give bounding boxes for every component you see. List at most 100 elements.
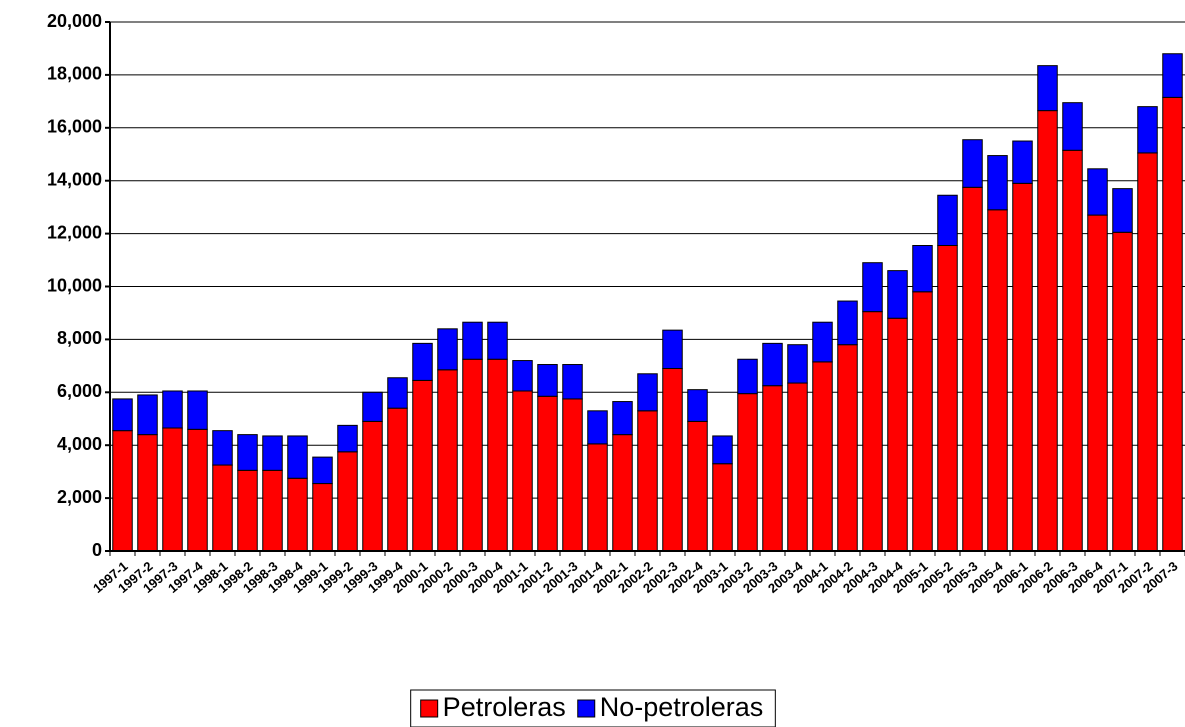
- bar-segment: [412, 379, 433, 552]
- bar-segment: [337, 424, 358, 453]
- bar-segment: [1037, 65, 1058, 112]
- bar-segment: [812, 361, 833, 552]
- bar-segment: [762, 342, 783, 387]
- bar-segment: [562, 364, 583, 400]
- bar-segment: [937, 194, 958, 247]
- bar-segment: [837, 344, 858, 552]
- legend-label: No-petroleras: [600, 692, 764, 722]
- bar-segment: [387, 407, 408, 552]
- bar-segment: [812, 321, 833, 363]
- y-tick-label: 18,000: [47, 64, 102, 84]
- bar-segment: [787, 344, 808, 384]
- y-tick-label: 10,000: [47, 275, 102, 295]
- bar-segment: [1012, 182, 1033, 552]
- bar-segment: [437, 369, 458, 552]
- bar-segment: [637, 373, 658, 412]
- bar-segment: [562, 398, 583, 552]
- bar-segment: [1162, 96, 1183, 552]
- legend-swatch: [420, 699, 439, 718]
- bar-segment: [487, 321, 508, 360]
- bar-segment: [712, 435, 733, 465]
- bar-segment: [887, 270, 908, 319]
- bar-segment: [262, 435, 283, 471]
- bar-segment: [512, 360, 533, 392]
- bar-segment: [612, 401, 633, 436]
- y-tick-label: 14,000: [47, 169, 102, 189]
- y-tick-label: 2,000: [57, 487, 102, 507]
- bar-segment: [137, 394, 158, 436]
- bar-segment: [787, 382, 808, 552]
- bar-segment: [962, 139, 983, 188]
- bar-segment: [212, 430, 233, 466]
- bar-segment: [462, 321, 483, 360]
- bar-segment: [287, 435, 308, 479]
- bar-segment: [537, 395, 558, 552]
- y-tick-label: 4,000: [57, 434, 102, 454]
- y-tick-label: 0: [92, 540, 102, 560]
- bar-segment: [962, 186, 983, 552]
- bar-segment: [262, 469, 283, 552]
- bar-segment: [987, 209, 1008, 552]
- y-tick-label: 12,000: [47, 222, 102, 242]
- bar-segment: [362, 420, 383, 552]
- bar-segment: [137, 434, 158, 552]
- bar-segment: [1062, 102, 1083, 151]
- bar-segment: [537, 364, 558, 397]
- bar-segment: [512, 390, 533, 552]
- bar-segment: [1087, 214, 1108, 552]
- legend-swatch: [577, 699, 596, 718]
- bar-segment: [912, 291, 933, 552]
- bar-segment: [912, 245, 933, 293]
- bar-segment: [712, 463, 733, 552]
- bar-segment: [1137, 152, 1158, 552]
- bar-segment: [1137, 106, 1158, 154]
- bar-segment: [862, 311, 883, 552]
- bar-segment: [837, 300, 858, 346]
- bar-segment: [737, 358, 758, 395]
- bar-segment: [237, 469, 258, 552]
- y-tick-label: 8,000: [57, 328, 102, 348]
- bar-segment: [612, 434, 633, 552]
- bar-segment: [1112, 231, 1133, 552]
- bar-segment: [887, 317, 908, 552]
- bar-segment: [587, 443, 608, 552]
- bar-segment: [1012, 140, 1033, 184]
- y-tick-label: 16,000: [47, 117, 102, 137]
- bar-segment: [312, 456, 333, 485]
- y-tick-label: 20,000: [47, 11, 102, 31]
- bar-segment: [1037, 110, 1058, 552]
- bar-segment: [937, 245, 958, 552]
- bar-segment: [287, 477, 308, 552]
- bar-segment: [412, 342, 433, 381]
- bar-segment: [737, 393, 758, 552]
- bar-segment: [1112, 188, 1133, 233]
- bar-segment: [237, 434, 258, 471]
- bar-segment: [1062, 149, 1083, 552]
- bar-segment: [662, 367, 683, 552]
- bar-segment: [487, 358, 508, 552]
- bar-segment: [337, 451, 358, 552]
- bar-segment: [1162, 53, 1183, 98]
- bar-segment: [387, 377, 408, 409]
- bar-segment: [187, 428, 208, 552]
- y-tick-label: 6,000: [57, 381, 102, 401]
- bar-segment: [212, 464, 233, 552]
- bar-segment: [112, 398, 133, 432]
- bar-segment: [362, 391, 383, 422]
- bar-segment: [162, 390, 183, 429]
- bar-segment: [662, 329, 683, 369]
- bar-segment: [1087, 168, 1108, 216]
- bar-segment: [312, 483, 333, 552]
- bar-segment: [187, 390, 208, 430]
- bar-segment: [162, 427, 183, 552]
- bar-segment: [687, 389, 708, 422]
- bar-segment: [587, 410, 608, 445]
- bar-segment: [462, 358, 483, 552]
- legend-label: Petroleras: [443, 692, 566, 722]
- bar-segment: [862, 262, 883, 313]
- bar-segment: [762, 385, 783, 552]
- bar-segment: [987, 155, 1008, 211]
- bar-segment: [437, 328, 458, 371]
- legend: Petroleras No-petroleras: [410, 689, 776, 727]
